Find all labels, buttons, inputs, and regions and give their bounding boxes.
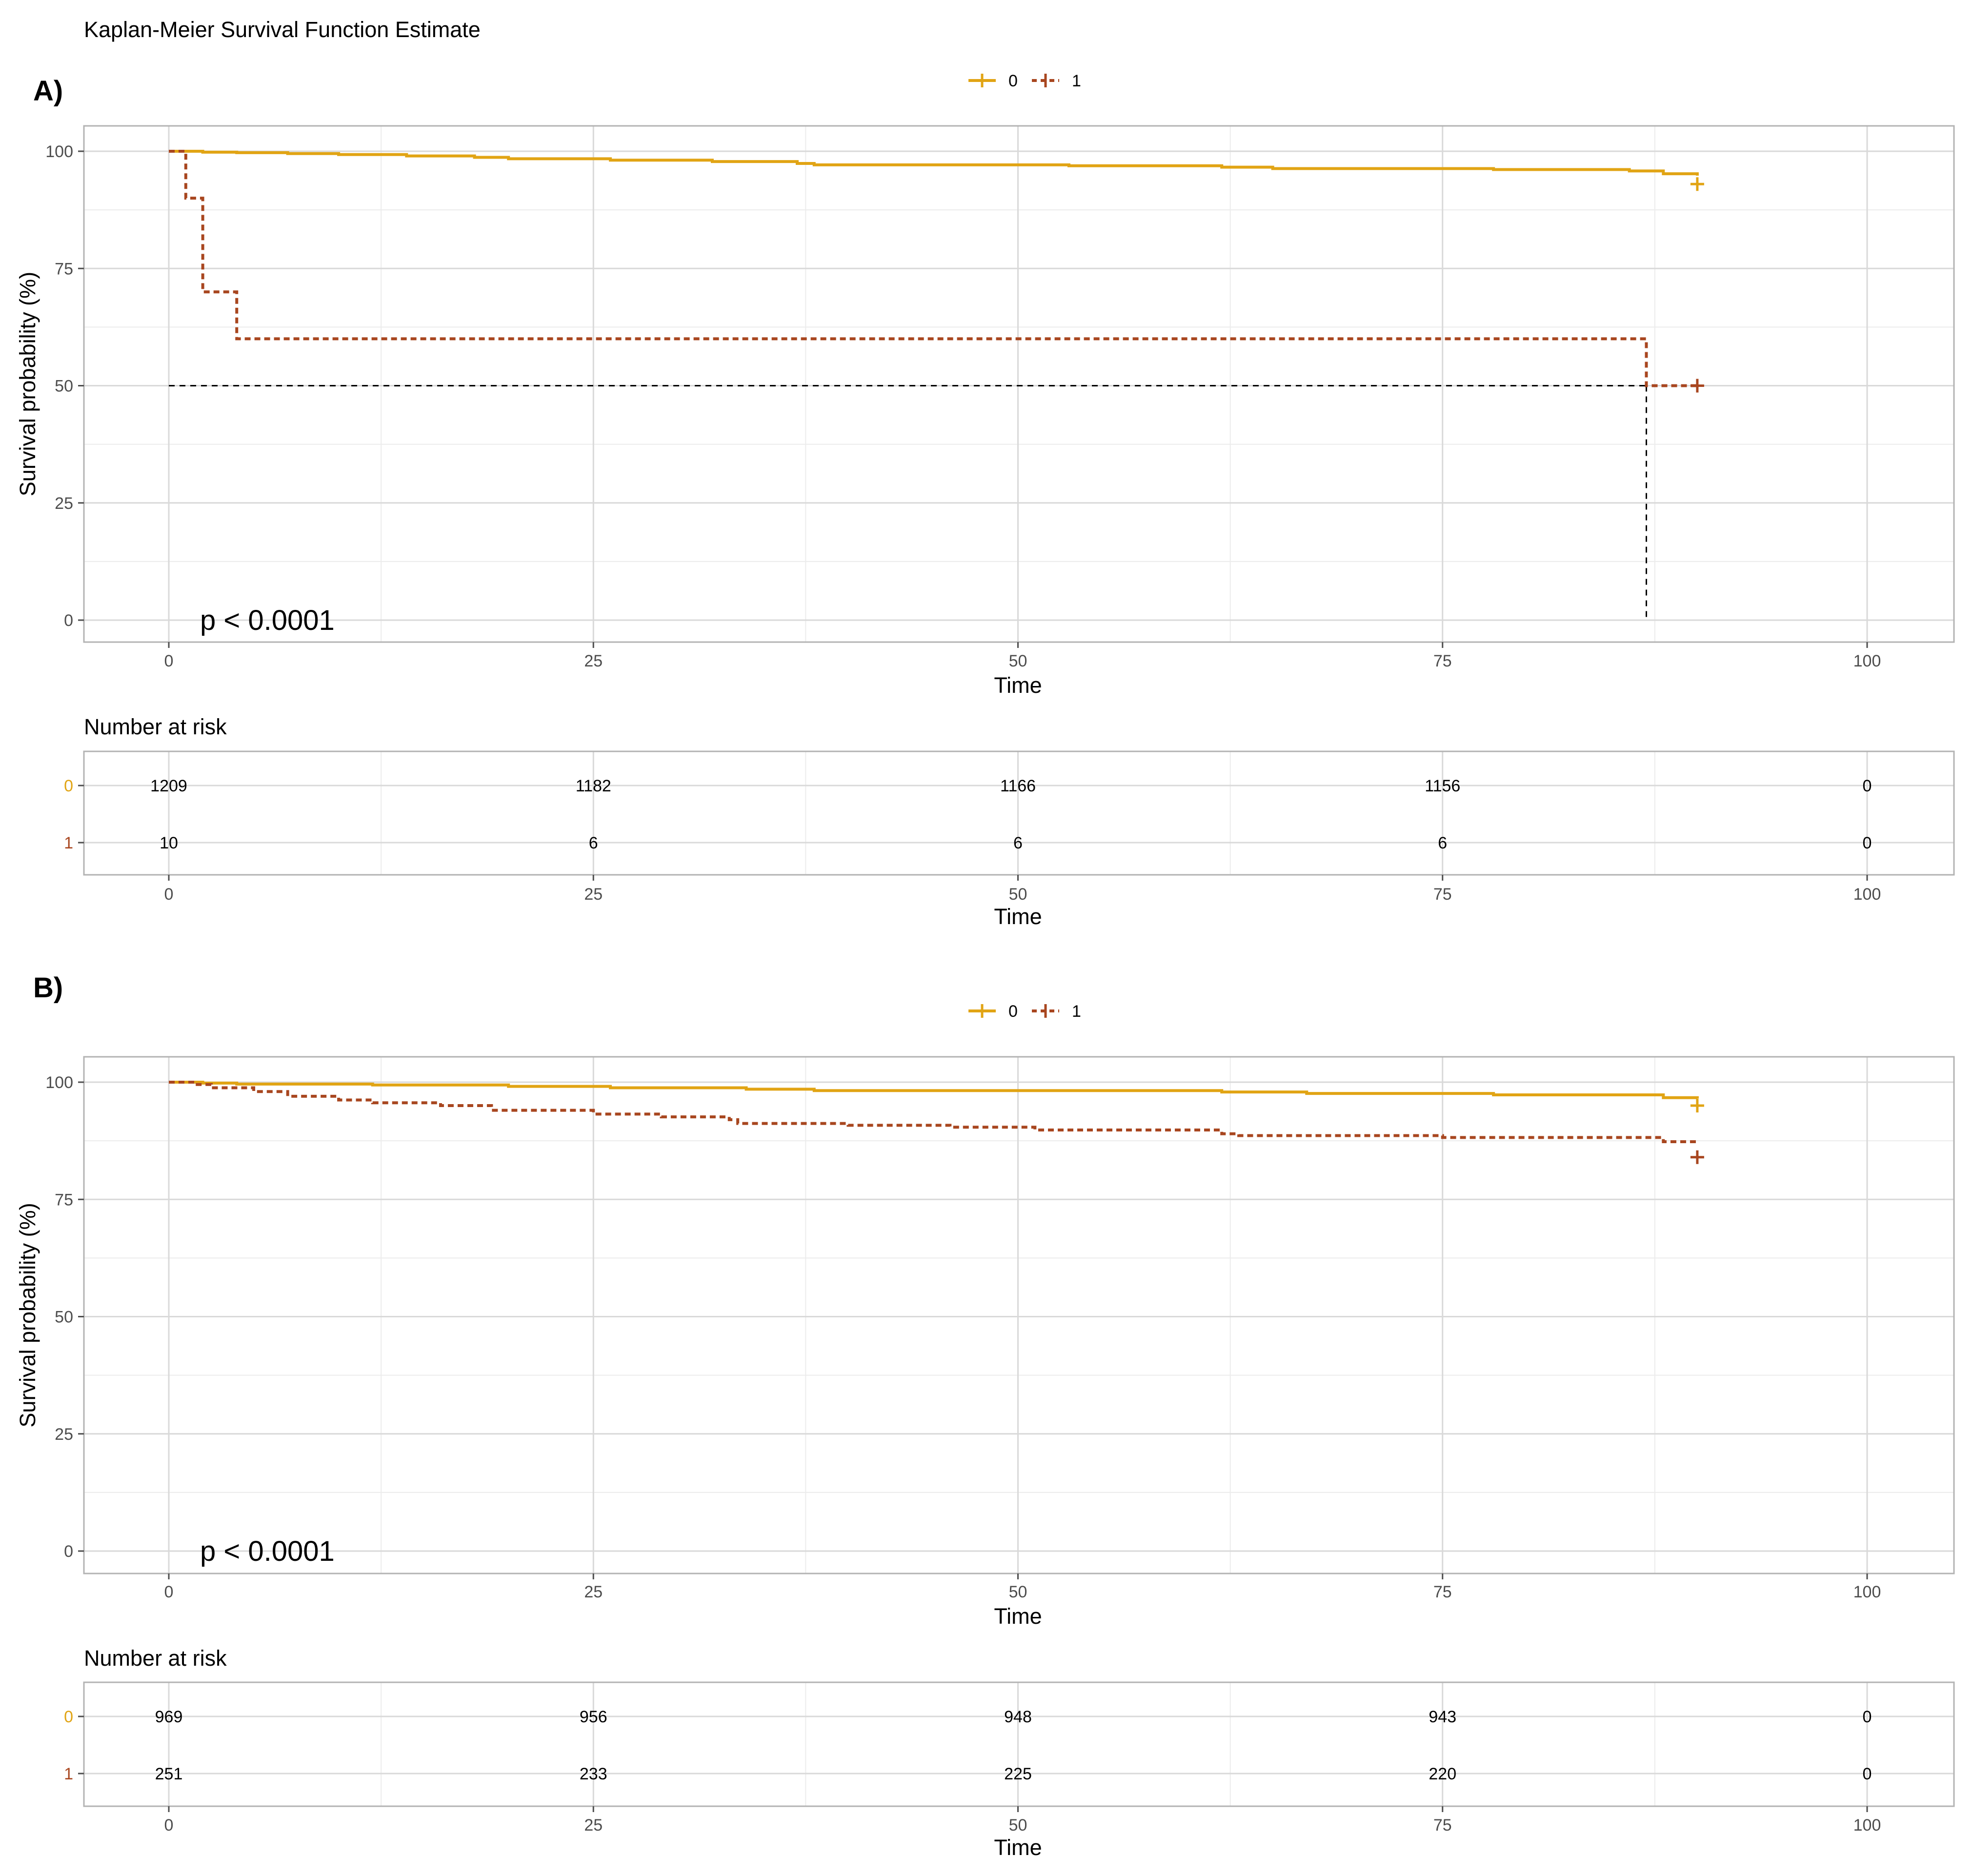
risk-x-tick-label: 75: [1433, 885, 1452, 904]
legend-label-0: 0: [1008, 72, 1018, 90]
legend-label-0: 0: [1008, 1002, 1018, 1021]
risk-strata-label-1: 1: [64, 1765, 73, 1783]
risk-count: 0: [1863, 1765, 1872, 1783]
y-tick-label: 0: [64, 611, 73, 630]
risk-table-background: [84, 751, 1954, 875]
risk-count: 0: [1863, 777, 1872, 795]
risk-x-tick-label: 0: [164, 1816, 174, 1835]
risk-x-tick-label: 75: [1433, 1816, 1452, 1835]
x-tick-label: 100: [1853, 1583, 1881, 1601]
legend-label-1: 1: [1072, 72, 1081, 90]
legend-label-1: 1: [1072, 1002, 1081, 1021]
x-tick-label: 75: [1433, 1583, 1452, 1601]
x-tick-label: 50: [1009, 652, 1027, 670]
risk-count: 6: [589, 834, 598, 852]
risk-table-title: Number at risk: [84, 714, 227, 739]
y-tick-label: 100: [45, 1073, 73, 1092]
risk-strata-label-0: 0: [64, 777, 73, 795]
p-value-annotation: p < 0.0001: [200, 1535, 335, 1567]
plot-area: 0 25 50 75 100 0 25 50 75 100 Time Survival probabi…: [15, 1056, 1955, 1629]
risk-x-tick-label: 50: [1009, 885, 1027, 904]
risk-count: 956: [580, 1708, 607, 1726]
risk-x-axis-title: Time: [994, 904, 1042, 929]
risk-table: Number at risk 0 969 956 948 943 0 1 251 233 225 22…: [64, 1646, 1955, 1860]
risk-table-border: [83, 1681, 1955, 1807]
p-value-annotation: p < 0.0001: [200, 605, 335, 636]
x-tick-label: 0: [164, 652, 174, 670]
y-tick-label: 50: [55, 377, 73, 396]
risk-count: 10: [160, 834, 178, 852]
x-axis-title: Time: [994, 1604, 1042, 1629]
survival-curve-stratum-1: [169, 1081, 1697, 1144]
risk-count: 1156: [1425, 777, 1460, 795]
risk-count: 1182: [576, 777, 611, 795]
risk-x-tick-label: 100: [1853, 1816, 1881, 1835]
risk-table-title: Number at risk: [84, 1646, 227, 1671]
risk-x-tick-label: 100: [1853, 885, 1881, 904]
risk-count: 1209: [150, 777, 187, 795]
x-tick-label: 100: [1853, 652, 1881, 670]
y-axis-title: Survival probability (%): [15, 1203, 40, 1427]
risk-count: 225: [1004, 1765, 1032, 1783]
y-axis-title: Survival probability (%): [15, 272, 40, 496]
y-tick-label: 25: [55, 494, 73, 513]
risk-count: 948: [1004, 1708, 1032, 1726]
risk-x-tick-label: 25: [584, 885, 603, 904]
risk-count: 6: [1013, 834, 1023, 852]
plot-border: [83, 1056, 1955, 1574]
x-tick-label: 50: [1009, 1583, 1027, 1601]
y-tick-label: 75: [55, 1190, 73, 1209]
risk-count: 0: [1863, 834, 1872, 852]
x-tick-label: 25: [584, 1583, 603, 1601]
y-tick-label: 0: [64, 1542, 73, 1561]
risk-count: 251: [155, 1765, 183, 1783]
survival-curve-stratum-0: [169, 1081, 1699, 1099]
risk-table-background: [84, 1682, 1954, 1806]
x-axis-title: Time: [994, 673, 1042, 698]
x-tick-label: 75: [1433, 652, 1452, 670]
risk-x-tick-label: 0: [164, 885, 174, 904]
x-tick-label: 0: [164, 1583, 174, 1601]
risk-count: 6: [1438, 834, 1447, 852]
risk-count: 220: [1429, 1765, 1456, 1783]
risk-x-tick-label: 50: [1009, 1816, 1027, 1835]
risk-table-border: [83, 750, 1955, 876]
survival-curve-stratum-0: [169, 150, 1699, 176]
risk-table: Number at risk 0 1209 1182 1166 1156 0 1 10 6 6 6 0 0…: [64, 714, 1955, 929]
plot-area: 0 25 50 75 100 0 25 50 75 100 Time Survival probabi…: [15, 125, 1955, 698]
y-tick-label: 100: [45, 142, 73, 161]
risk-strata-label-0: 0: [64, 1708, 73, 1726]
plot-background: [84, 1057, 1954, 1573]
risk-count: 943: [1429, 1708, 1456, 1726]
risk-count: 0: [1863, 1708, 1872, 1726]
y-tick-label: 75: [55, 260, 73, 278]
risk-count: 233: [580, 1765, 607, 1783]
panel-label: A): [33, 75, 63, 107]
figure-title: Kaplan-Meier Survival Function Estimate: [84, 17, 481, 42]
x-tick-label: 25: [584, 652, 603, 670]
risk-count: 1166: [1000, 777, 1036, 795]
risk-strata-label-1: 1: [64, 834, 73, 852]
risk-x-axis-title: Time: [994, 1835, 1042, 1860]
y-tick-label: 25: [55, 1425, 73, 1444]
plot-border: [83, 125, 1955, 643]
survival-curve-stratum-1: [169, 150, 1697, 387]
y-tick-label: 50: [55, 1308, 73, 1327]
risk-x-tick-label: 25: [584, 1816, 603, 1835]
plot-background: [84, 126, 1954, 642]
risk-count: 969: [155, 1708, 183, 1726]
panel-label: B): [33, 972, 63, 1004]
